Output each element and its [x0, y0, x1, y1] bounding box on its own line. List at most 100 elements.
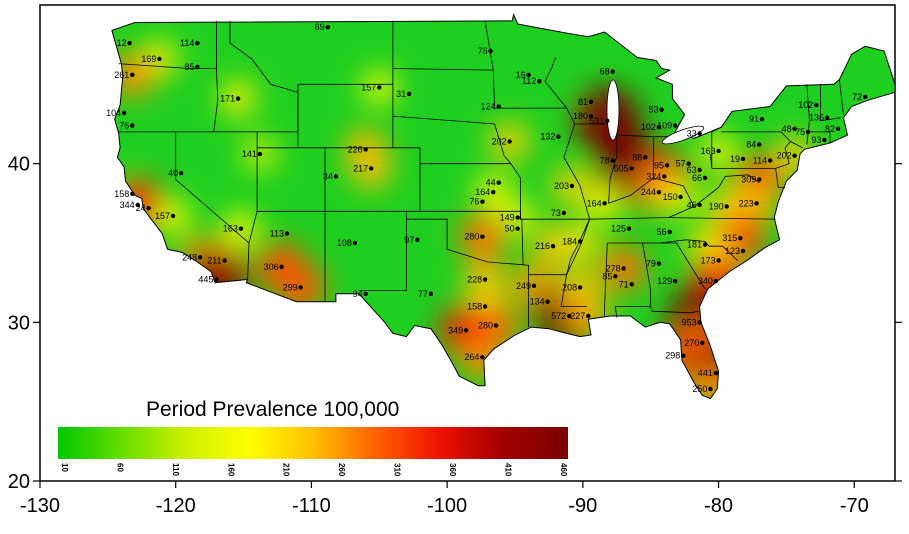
site-label: 34	[323, 171, 333, 181]
site-label: 134	[530, 297, 545, 307]
site-dot	[146, 205, 151, 211]
lake-erie	[661, 125, 705, 145]
legend-tick-label: 160	[226, 463, 235, 477]
site-label: 68	[600, 67, 610, 77]
site-dot	[716, 258, 721, 263]
x-axis: -130 -120 -110 -100 -90 -80 -70	[20, 481, 869, 517]
site-label: 299	[283, 282, 298, 292]
site-dot	[613, 274, 618, 279]
state-border	[528, 274, 587, 307]
legend: Period Prevalence 100,000 10 60 110 160 210 2…	[58, 398, 568, 477]
site-dot	[713, 370, 719, 376]
site-dot	[656, 190, 662, 195]
site-label: 270	[684, 338, 699, 348]
x-tick-label: -130	[20, 495, 60, 517]
site-dot	[713, 278, 719, 284]
site-dot	[605, 118, 610, 124]
x-tick-label: -70	[840, 495, 869, 517]
site-label: 227	[570, 311, 585, 321]
site-label: 169	[141, 54, 156, 64]
site-label: 244	[641, 187, 656, 197]
site-label: 344	[120, 200, 135, 210]
state-border	[650, 306, 699, 314]
site-dot	[610, 158, 615, 163]
site-label: 136	[809, 113, 824, 123]
site-label: 217	[353, 163, 368, 173]
site-dot	[195, 64, 200, 70]
legend-tick-label: 460	[559, 463, 568, 477]
state-border	[839, 79, 844, 115]
site-dot	[586, 313, 591, 319]
site-dot	[681, 353, 686, 358]
site-label: 250	[692, 384, 707, 394]
state-border	[711, 126, 722, 133]
site-label: 93	[811, 135, 821, 145]
site-dot	[515, 215, 520, 220]
site-dot	[740, 248, 746, 254]
site-label: 158	[114, 189, 129, 199]
site-label: 150	[663, 192, 678, 202]
site-dot	[643, 155, 648, 160]
state-border	[711, 141, 791, 169]
site-dot	[588, 113, 594, 119]
state-border	[484, 20, 567, 109]
site-dot	[488, 48, 493, 54]
state-border	[392, 115, 495, 125]
legend-title: Period Prevalence 100,000	[146, 398, 399, 421]
site-label: 108	[337, 238, 352, 248]
site-dot	[602, 201, 607, 206]
state-border	[521, 219, 524, 266]
lake-michigan	[606, 79, 620, 141]
site-dot	[672, 123, 678, 128]
site-dot	[298, 285, 303, 290]
site-dot	[862, 94, 868, 100]
site-dot	[507, 139, 512, 144]
site-label: 132	[540, 132, 555, 142]
state-border	[676, 242, 706, 290]
site-dot	[702, 242, 708, 247]
site-label: 82	[825, 124, 835, 134]
state-border	[660, 239, 738, 261]
site-dot	[569, 183, 575, 189]
site-label: 315	[722, 233, 737, 243]
site-label: 184	[562, 236, 577, 246]
state-border	[358, 211, 407, 291]
site-dot	[482, 304, 488, 309]
site-label: 57	[676, 159, 686, 169]
state-border	[820, 84, 841, 122]
state-border	[806, 84, 810, 145]
site-label: 66	[692, 173, 702, 183]
legend-tick-label: 310	[393, 463, 402, 477]
site-dot	[822, 137, 827, 143]
site-label: 141	[242, 149, 257, 159]
site-dot	[724, 204, 729, 209]
legend-colorbar	[58, 427, 568, 459]
site-label: 76	[469, 197, 479, 207]
site-dot	[754, 201, 759, 206]
site-dot	[363, 147, 368, 152]
site-label: 953	[682, 317, 697, 327]
site-label: 180	[573, 111, 588, 121]
site-dot	[197, 255, 203, 260]
site-dot	[629, 166, 634, 171]
site-label: 16	[516, 70, 526, 80]
legend-tick-label: 10	[60, 463, 69, 472]
x-tick-label: -90	[568, 495, 597, 517]
state-border	[693, 174, 760, 207]
state-border	[721, 131, 803, 149]
x-tick-label: -120	[156, 495, 196, 517]
site-label: 31	[396, 89, 406, 99]
site-dot	[238, 226, 244, 231]
site-label: 63	[687, 165, 697, 175]
site-dot	[824, 115, 830, 120]
site-label: 309	[741, 175, 756, 185]
state-border	[392, 68, 494, 71]
site-dot	[662, 174, 667, 179]
site-dot	[493, 323, 499, 328]
site-label: 33	[687, 129, 697, 139]
site-dot	[214, 277, 219, 282]
site-label: 102	[798, 100, 813, 110]
site-label: 249	[516, 281, 531, 291]
site-label: 163	[701, 146, 716, 156]
site-label: 223	[739, 198, 754, 208]
